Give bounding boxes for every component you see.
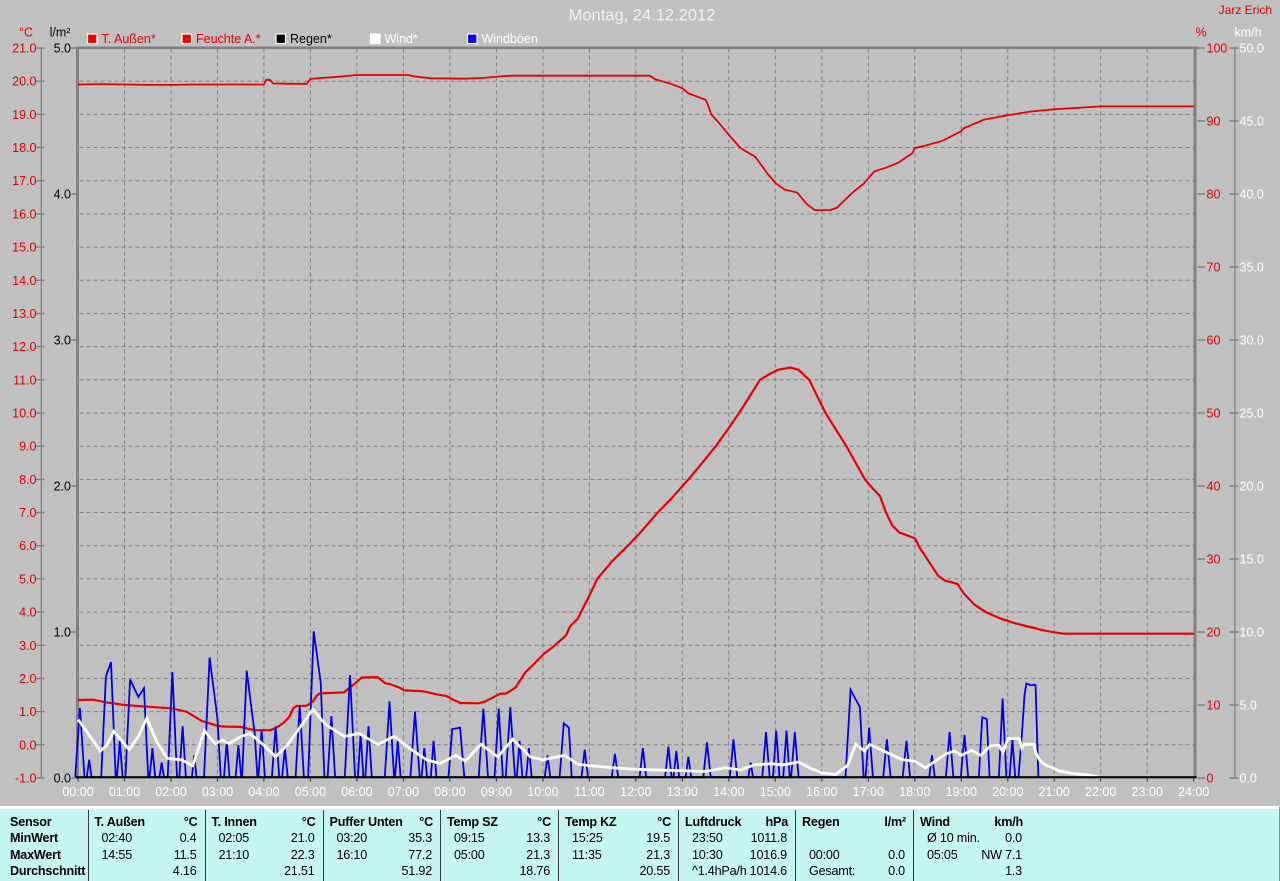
svg-text:40: 40 — [1207, 480, 1221, 494]
svg-text:20: 20 — [1207, 626, 1221, 640]
svg-text:01:00: 01:00 — [109, 785, 140, 799]
svg-text:15.0: 15.0 — [12, 241, 36, 255]
svg-text:0.0: 0.0 — [19, 738, 36, 752]
svg-text:50: 50 — [1207, 407, 1221, 421]
svg-text:0: 0 — [1207, 772, 1214, 786]
svg-text:5.0: 5.0 — [1240, 699, 1257, 713]
svg-text:10.0: 10.0 — [12, 407, 36, 421]
svg-text:07:00: 07:00 — [388, 785, 419, 799]
svg-text:21:00: 21:00 — [1039, 785, 1070, 799]
svg-text:80: 80 — [1207, 188, 1221, 202]
svg-text:14:00: 14:00 — [713, 785, 744, 799]
svg-text:12:00: 12:00 — [620, 785, 651, 799]
svg-text:60: 60 — [1207, 334, 1221, 348]
svg-text:18.0: 18.0 — [12, 141, 36, 155]
svg-text:13:00: 13:00 — [667, 785, 698, 799]
svg-text:100: 100 — [1207, 42, 1228, 56]
svg-text:-1.0: -1.0 — [15, 772, 37, 786]
svg-text:Wind*: Wind* — [385, 32, 418, 46]
svg-text:70: 70 — [1207, 261, 1221, 275]
svg-text:15:00: 15:00 — [760, 785, 791, 799]
svg-text:30: 30 — [1207, 553, 1221, 567]
svg-text:°C: °C — [19, 26, 33, 40]
svg-text:16:00: 16:00 — [806, 785, 837, 799]
svg-text:Jarz Erich: Jarz Erich — [1219, 3, 1272, 17]
svg-text:08:00: 08:00 — [434, 785, 465, 799]
svg-text:9.0: 9.0 — [19, 440, 36, 454]
svg-text:T. Außen*: T. Außen* — [102, 32, 156, 46]
svg-text:1.0: 1.0 — [54, 626, 71, 640]
svg-text:22:00: 22:00 — [1085, 785, 1116, 799]
svg-text:21.0: 21.0 — [12, 42, 36, 56]
svg-text:45.0: 45.0 — [1240, 115, 1264, 129]
svg-text:%: % — [1195, 26, 1206, 40]
svg-text:3.0: 3.0 — [54, 334, 71, 348]
svg-text:00:00: 00:00 — [62, 785, 93, 799]
svg-text:14.0: 14.0 — [12, 274, 36, 288]
svg-text:2.0: 2.0 — [54, 480, 71, 494]
svg-text:30.0: 30.0 — [1240, 334, 1264, 348]
svg-text:17:00: 17:00 — [853, 785, 884, 799]
svg-text:24:00: 24:00 — [1178, 785, 1209, 799]
svg-text:0.0: 0.0 — [1240, 772, 1257, 786]
svg-text:15.0: 15.0 — [1240, 553, 1264, 567]
svg-text:02:00: 02:00 — [155, 785, 186, 799]
svg-text:10.0: 10.0 — [1240, 626, 1264, 640]
svg-text:5.0: 5.0 — [19, 572, 36, 586]
svg-text:1.0: 1.0 — [19, 705, 36, 719]
svg-text:19:00: 19:00 — [946, 785, 977, 799]
svg-text:Feuchte A.*: Feuchte A.* — [196, 32, 261, 46]
svg-text:10:00: 10:00 — [527, 785, 558, 799]
svg-text:20:00: 20:00 — [992, 785, 1023, 799]
svg-text:6.0: 6.0 — [19, 539, 36, 553]
svg-text:4.0: 4.0 — [54, 188, 71, 202]
svg-text:Montag, 24.12.2012: Montag, 24.12.2012 — [569, 7, 716, 25]
svg-text:35.0: 35.0 — [1240, 261, 1264, 275]
svg-text:04:00: 04:00 — [248, 785, 279, 799]
svg-text:10: 10 — [1207, 699, 1221, 713]
svg-text:Regen*: Regen* — [290, 32, 332, 46]
svg-text:11.0: 11.0 — [13, 373, 36, 387]
svg-text:3.0: 3.0 — [19, 639, 36, 653]
svg-text:18:00: 18:00 — [899, 785, 930, 799]
svg-text:2.0: 2.0 — [19, 672, 36, 686]
svg-text:13.0: 13.0 — [12, 307, 36, 321]
svg-text:km/h: km/h — [1235, 26, 1262, 40]
svg-text:17.0: 17.0 — [12, 174, 36, 188]
svg-text:11:00: 11:00 — [574, 785, 604, 799]
svg-text:25.0: 25.0 — [1240, 407, 1264, 421]
svg-text:19.0: 19.0 — [12, 108, 36, 122]
svg-text:05:00: 05:00 — [295, 785, 326, 799]
svg-text:Windböen: Windböen — [482, 32, 538, 46]
svg-text:5.0: 5.0 — [54, 42, 71, 56]
svg-text:90: 90 — [1207, 115, 1221, 129]
svg-text:09:00: 09:00 — [481, 785, 512, 799]
svg-text:03:00: 03:00 — [202, 785, 233, 799]
svg-text:0.0: 0.0 — [54, 772, 71, 786]
svg-text:50.0: 50.0 — [1240, 42, 1264, 56]
svg-text:4.0: 4.0 — [19, 606, 36, 620]
svg-text:16.0: 16.0 — [12, 207, 36, 221]
svg-text:12.0: 12.0 — [12, 340, 36, 354]
svg-text:20.0: 20.0 — [1240, 480, 1264, 494]
svg-text:7.0: 7.0 — [19, 506, 36, 520]
svg-text:8.0: 8.0 — [19, 473, 36, 487]
svg-text:l/m²: l/m² — [50, 26, 71, 40]
svg-text:23:00: 23:00 — [1132, 785, 1163, 799]
svg-text:40.0: 40.0 — [1240, 188, 1264, 202]
svg-text:20.0: 20.0 — [12, 75, 36, 89]
svg-text:06:00: 06:00 — [341, 785, 372, 799]
